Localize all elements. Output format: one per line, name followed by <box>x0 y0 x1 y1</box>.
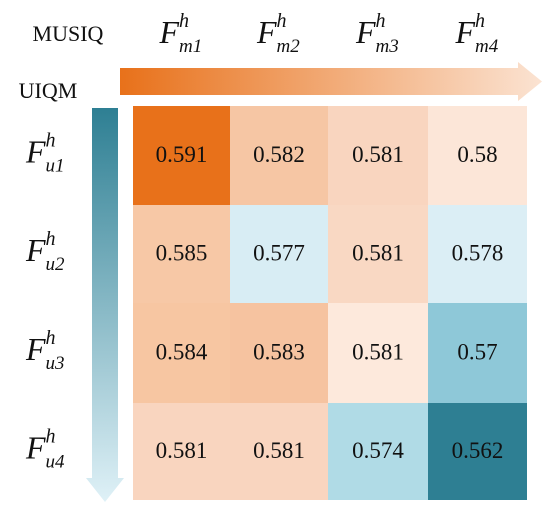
cell <box>230 403 328 500</box>
cell <box>133 106 230 205</box>
label-base: F <box>256 14 277 50</box>
label-sub: u2 <box>46 254 66 275</box>
label-sub: m4 <box>475 36 499 57</box>
cell <box>133 403 230 500</box>
y-tick-label: Fh u3 <box>25 327 65 375</box>
cell <box>428 403 527 500</box>
cell-value: 0.57 <box>457 339 497 364</box>
cell-value: 0.578 <box>452 240 504 265</box>
cell <box>328 303 428 403</box>
cell <box>133 205 230 303</box>
x-axis-label: MUSIQ <box>33 21 104 46</box>
y-tick-label: Fh u4 <box>25 425 65 473</box>
y-tick-label: Fh u2 <box>25 228 65 276</box>
cell-value: 0.591 <box>156 142 208 167</box>
y-arrow <box>86 108 124 502</box>
label-base: F <box>25 232 46 268</box>
cell-value: 0.562 <box>452 438 504 463</box>
x-arrow <box>120 62 542 101</box>
x-tick-label: Fh m2 <box>256 10 300 58</box>
label-sup: h <box>475 10 485 32</box>
label-base: F <box>159 14 180 50</box>
cell-value: 0.585 <box>156 240 208 265</box>
x-tick-label: Fh m1 <box>159 10 203 58</box>
label-base: F <box>25 430 46 466</box>
label-sub: u4 <box>46 452 66 473</box>
label-sup: h <box>46 129 56 151</box>
label-sup: h <box>376 10 386 32</box>
cell <box>428 106 527 205</box>
cell <box>230 205 328 303</box>
label-sub: m2 <box>277 36 301 57</box>
label-sub: m1 <box>179 36 202 57</box>
label-sub: u3 <box>46 353 65 374</box>
label-sup: h <box>46 425 56 447</box>
cell-value: 0.583 <box>253 339 305 364</box>
label-sup: h <box>46 327 56 349</box>
cell <box>328 106 428 205</box>
label-base: F <box>455 14 476 50</box>
cell <box>428 205 527 303</box>
label-sup: h <box>277 10 287 32</box>
label-base: F <box>25 134 46 170</box>
label-sup: h <box>46 228 56 250</box>
label-sup: h <box>179 10 189 32</box>
y-axis-label: UIQM <box>19 78 78 103</box>
x-tick-label: Fh m4 <box>455 10 499 58</box>
cell-value: 0.577 <box>253 240 305 265</box>
label-base: F <box>25 331 46 367</box>
cell-value: 0.58 <box>457 142 497 167</box>
cell-value: 0.584 <box>156 339 208 364</box>
label-sub: m3 <box>376 36 399 57</box>
cell-value: 0.581 <box>352 142 404 167</box>
cell <box>230 303 328 403</box>
y-tick-label: Fh u1 <box>25 129 65 177</box>
cell-value: 0.581 <box>253 438 305 463</box>
cell <box>328 403 428 500</box>
cell-value: 0.581 <box>352 339 404 364</box>
cell <box>428 303 527 403</box>
label-base: F <box>355 14 376 50</box>
label-sub: u1 <box>46 156 65 177</box>
x-tick-label: Fh m3 <box>355 10 399 58</box>
cell <box>230 106 328 205</box>
cell <box>328 205 428 303</box>
cell <box>133 303 230 403</box>
cell-value: 0.581 <box>156 438 208 463</box>
cell-value: 0.574 <box>352 438 404 463</box>
cell-value: 0.581 <box>352 240 404 265</box>
cell-value: 0.582 <box>253 142 305 167</box>
